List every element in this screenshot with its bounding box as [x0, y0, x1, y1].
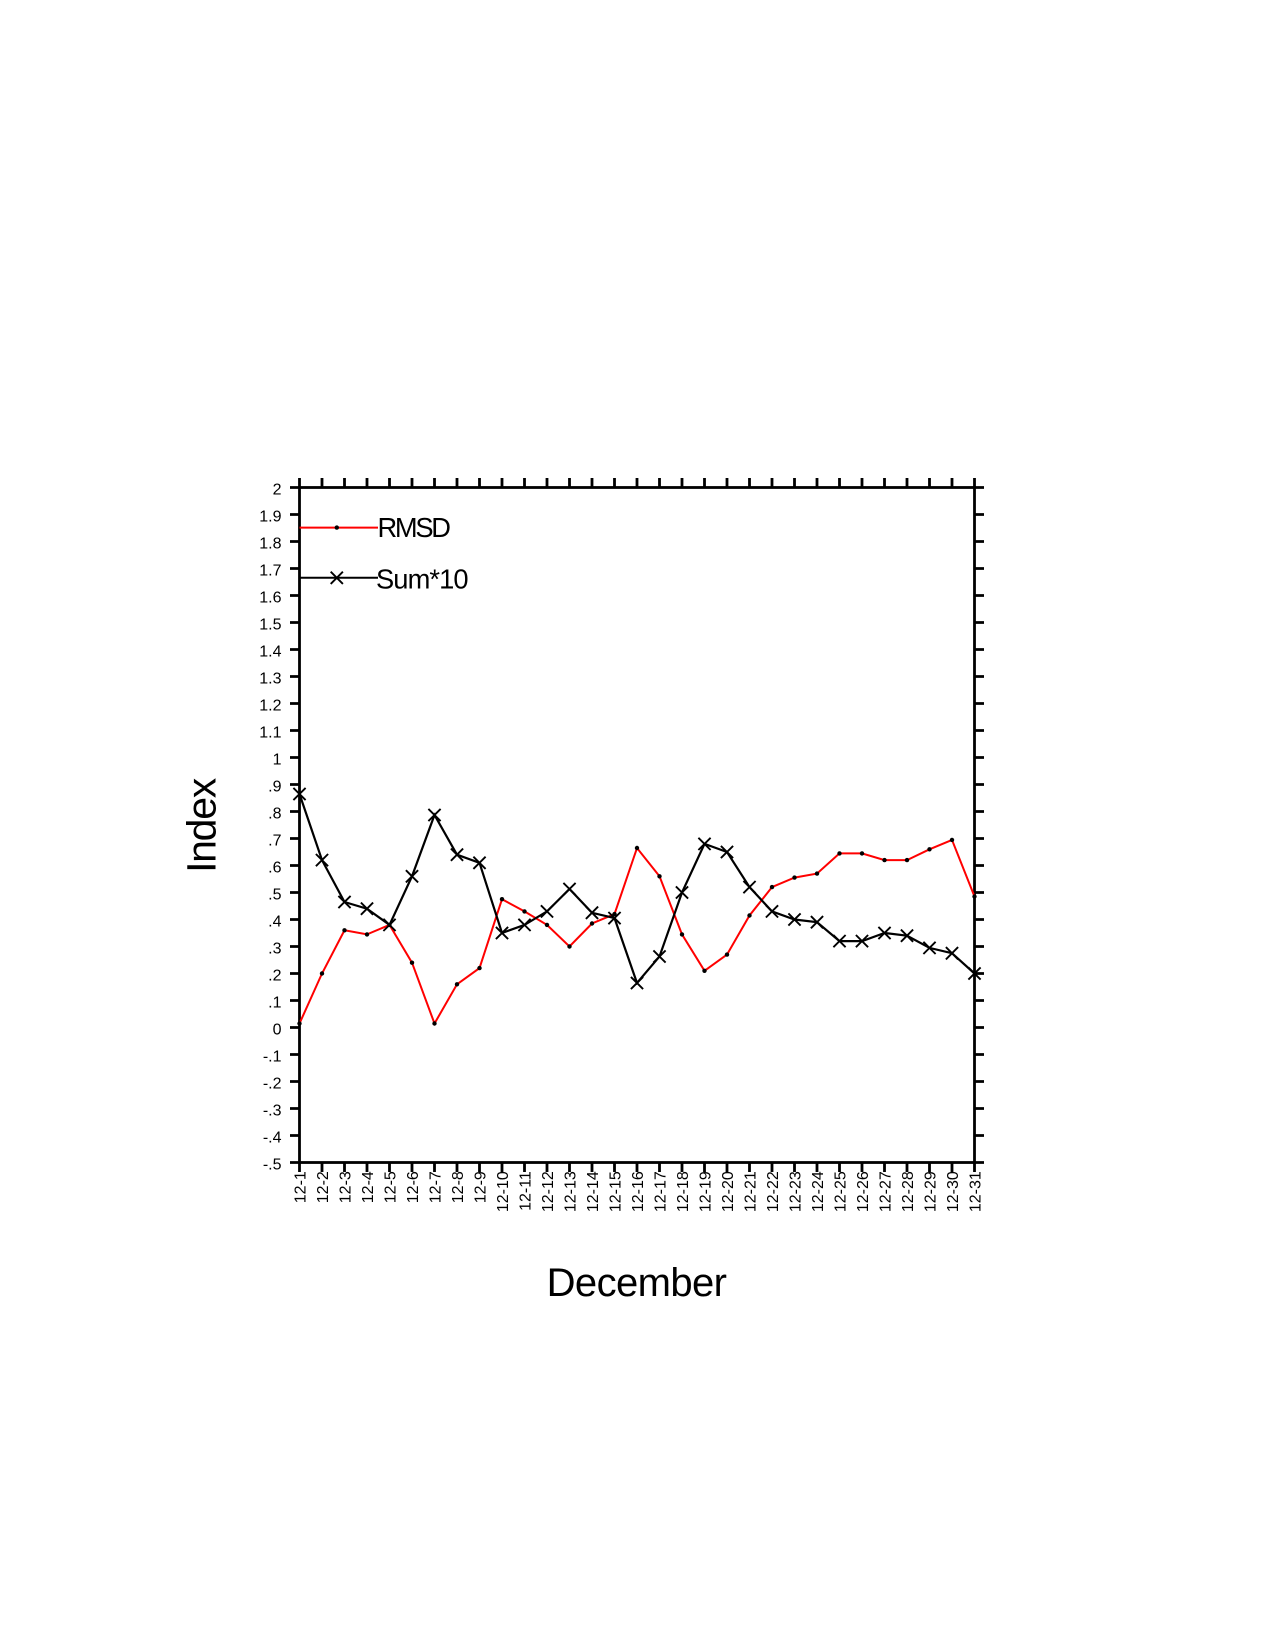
svg-text:12-6: 12-6: [405, 1171, 422, 1203]
svg-text:1.2: 1.2: [259, 697, 281, 714]
svg-text:-.4: -.4: [263, 1129, 282, 1146]
svg-text:-.3: -.3: [263, 1102, 282, 1119]
svg-text:2: 2: [273, 481, 282, 498]
svg-text:12-24: 12-24: [810, 1171, 827, 1212]
svg-text:12-2: 12-2: [315, 1171, 332, 1203]
svg-text:1.6: 1.6: [259, 589, 281, 606]
svg-text:1.5: 1.5: [259, 616, 281, 633]
svg-text:12-17: 12-17: [652, 1171, 669, 1212]
svg-text:12-20: 12-20: [720, 1171, 737, 1212]
svg-text:.9: .9: [268, 778, 281, 795]
svg-text:12-14: 12-14: [585, 1171, 602, 1212]
svg-text:12-1: 12-1: [292, 1171, 309, 1203]
svg-text:1: 1: [273, 751, 282, 768]
svg-text:12-7: 12-7: [427, 1171, 444, 1203]
svg-text:12-27: 12-27: [877, 1171, 894, 1212]
svg-text:12-11: 12-11: [517, 1171, 534, 1211]
svg-text:.6: .6: [268, 859, 281, 876]
svg-text:12-16: 12-16: [630, 1171, 647, 1212]
svg-text:RMSD: RMSD: [378, 512, 451, 543]
svg-text:December: December: [547, 1261, 727, 1305]
svg-text:.3: .3: [268, 940, 281, 957]
svg-text:1.3: 1.3: [259, 670, 281, 687]
svg-text:12-3: 12-3: [337, 1171, 354, 1203]
svg-text:12-31: 12-31: [967, 1171, 984, 1212]
svg-text:.1: .1: [268, 994, 281, 1011]
svg-text:12-30: 12-30: [945, 1171, 962, 1212]
svg-text:12-5: 12-5: [382, 1171, 399, 1203]
svg-text:12-19: 12-19: [697, 1171, 714, 1212]
svg-text:Sum*10: Sum*10: [376, 563, 468, 594]
svg-text:.2: .2: [268, 967, 281, 984]
svg-text:0: 0: [273, 1021, 282, 1038]
svg-text:1.8: 1.8: [259, 535, 281, 552]
svg-text:12-18: 12-18: [675, 1171, 692, 1212]
svg-text:.4: .4: [268, 913, 281, 930]
svg-text:12-28: 12-28: [900, 1171, 917, 1212]
svg-text:-.2: -.2: [263, 1075, 282, 1092]
svg-text:12-15: 12-15: [607, 1171, 624, 1212]
svg-text:12-22: 12-22: [765, 1171, 782, 1212]
svg-text:1.9: 1.9: [259, 508, 281, 525]
svg-text:12-10: 12-10: [495, 1171, 512, 1212]
svg-text:12-4: 12-4: [360, 1171, 377, 1203]
svg-text:.8: .8: [268, 805, 281, 822]
svg-text:12-26: 12-26: [855, 1171, 872, 1212]
svg-text:-.1: -.1: [263, 1048, 282, 1065]
svg-text:12-9: 12-9: [472, 1171, 489, 1203]
svg-text:12-13: 12-13: [562, 1171, 579, 1212]
svg-text:12-29: 12-29: [922, 1171, 939, 1212]
svg-text:12-21: 12-21: [742, 1171, 759, 1212]
svg-text:-.5: -.5: [263, 1156, 282, 1173]
svg-text:1.7: 1.7: [259, 562, 281, 579]
svg-text:1.4: 1.4: [259, 643, 281, 660]
svg-text:1.1: 1.1: [259, 724, 281, 741]
svg-text:12-8: 12-8: [450, 1171, 467, 1203]
svg-text:.5: .5: [268, 886, 281, 903]
svg-text:Index: Index: [179, 777, 225, 873]
svg-text:.7: .7: [268, 832, 281, 849]
svg-text:12-12: 12-12: [540, 1171, 557, 1212]
svg-text:12-25: 12-25: [832, 1171, 849, 1212]
svg-text:12-23: 12-23: [787, 1171, 804, 1212]
